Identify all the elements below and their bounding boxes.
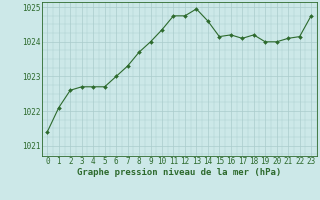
X-axis label: Graphe pression niveau de la mer (hPa): Graphe pression niveau de la mer (hPa) [77, 168, 281, 177]
